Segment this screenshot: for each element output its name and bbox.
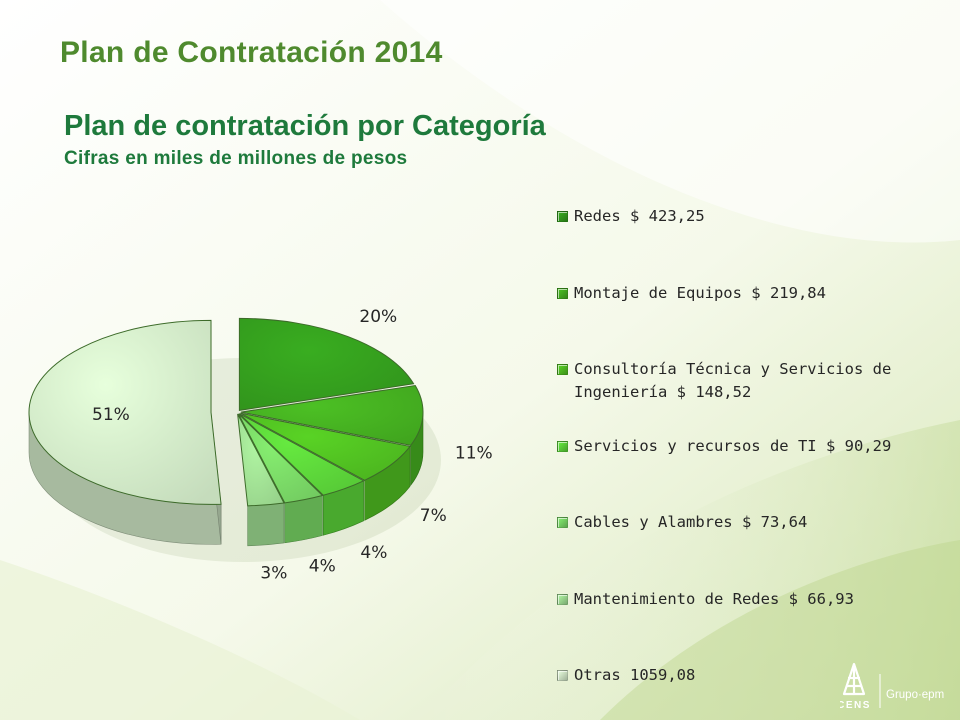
pie-slice-7 xyxy=(28,319,222,505)
legend-label: Consultoría Técnica y Servicios de Ingen… xyxy=(574,360,892,401)
pie-slice-6-side xyxy=(247,502,285,547)
pie-label-4: 4% xyxy=(360,543,387,563)
legend-item-1: Redes $ 423,25 xyxy=(557,205,937,228)
pie-slice-5 xyxy=(237,413,324,504)
cens-logo: CENS Grupo·epm xyxy=(840,662,944,711)
legend-label: Servicios y recursos de TI $ 90,29 xyxy=(574,436,892,455)
pie-slice-4 xyxy=(238,413,365,496)
pie-label-3: 7% xyxy=(420,506,447,526)
page-title: Plan de Contratación 2014 xyxy=(60,36,443,69)
legend-item-2: Montaje de Equipos $ 219,84 xyxy=(557,282,937,305)
legend-label: Montaje de Equipos $ 219,84 xyxy=(574,283,826,302)
legend-item-5: Cables y Alambres $ 73,64 xyxy=(557,511,937,534)
legend-swatch xyxy=(557,211,568,222)
pie-label-1: 20% xyxy=(359,307,397,327)
legend-label: Mantenimiento de Redes $ 66,93 xyxy=(574,589,854,608)
logo-text: CENS xyxy=(840,700,871,711)
legend-swatch xyxy=(557,593,568,605)
chart-subtitle: Plan de contratación por Categoría xyxy=(64,110,546,142)
pie-label-2: 11% xyxy=(455,444,493,464)
legend-label: Redes $ 423,25 xyxy=(574,207,705,225)
pie-slice-1 xyxy=(238,317,415,411)
pie-slice-5-side xyxy=(284,495,323,544)
pie-label-6: 3% xyxy=(260,563,287,583)
legend-swatch xyxy=(557,440,568,452)
legend-item-6: Mantenimiento de Redes $ 66,93 xyxy=(557,588,937,611)
tower-icon xyxy=(842,662,866,696)
legend-label: Cables y Alambres $ 73,64 xyxy=(574,513,808,531)
pie-slice-2 xyxy=(240,384,424,446)
legend-item-4: Servicios y recursos de TI $ 90,29 xyxy=(557,435,937,458)
pie-label-7: 51% xyxy=(92,405,130,425)
group-logo-text: Grupo·epm xyxy=(886,689,944,701)
legend-item-7: Otras 1059,08 xyxy=(557,664,937,687)
legend-item-3: Consultoría Técnica y Servicios de Ingen… xyxy=(557,358,937,404)
legend-swatch xyxy=(557,670,568,681)
legend-swatch xyxy=(557,364,568,375)
legend-label: Otras 1059,08 xyxy=(574,666,696,684)
legend-swatch xyxy=(557,287,568,299)
chart-units-caption: Cifras en miles de millones de pesos xyxy=(64,148,408,169)
pie-label-5: 4% xyxy=(309,557,336,577)
pie-slice-6 xyxy=(237,413,285,507)
legend-swatch xyxy=(557,517,568,528)
pie-slice-3 xyxy=(240,412,411,481)
